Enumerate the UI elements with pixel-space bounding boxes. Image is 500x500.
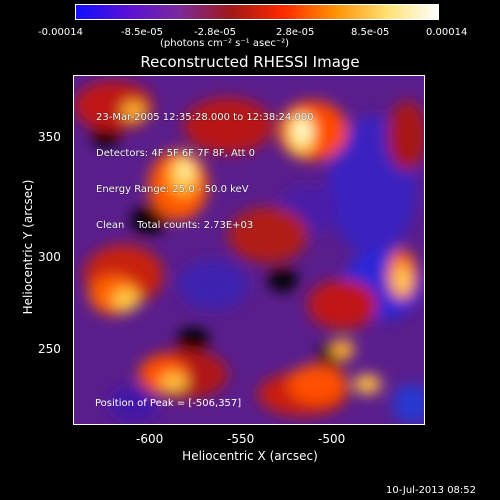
y-tick-label: 350 bbox=[38, 130, 61, 144]
time-range-text: 23-Mar-2005 12:35:28.000 to 12:38:24.000 bbox=[96, 112, 314, 123]
image-title: Reconstructed RHESSI Image bbox=[140, 53, 360, 71]
footer-timestamp: 10-Jul-2013 08:52 bbox=[386, 485, 477, 496]
plot-frame bbox=[73, 75, 425, 425]
x-tick-label: -500 bbox=[318, 432, 346, 446]
colorbar-tick-label: -0.00014 bbox=[38, 27, 83, 38]
x-tick-label: -600 bbox=[136, 432, 164, 446]
y-tick-label: 250 bbox=[38, 342, 61, 356]
reconstructed-image bbox=[74, 76, 424, 424]
x-axis-label: Heliocentric X (arcsec) bbox=[182, 449, 318, 463]
method-counts-text: Clean Total counts: 2.73E+03 bbox=[96, 220, 254, 231]
colorbar bbox=[75, 4, 439, 20]
colorbar-tick-label: -8.5e-05 bbox=[121, 27, 163, 38]
colorbar-tick-label: 2.8e-05 bbox=[276, 27, 315, 38]
colorbar-tick-label: -2.8e-05 bbox=[194, 27, 236, 38]
y-axis-label: Heliocentric Y (arcsec) bbox=[21, 179, 35, 315]
colorbar-tick-label: 0.00014 bbox=[426, 27, 468, 38]
y-tick-label: 300 bbox=[38, 250, 61, 264]
colorbar-units-label: (photons cm⁻² s⁻¹ asec⁻²) bbox=[160, 38, 290, 49]
info-block: 23-Mar-2005 12:35:28.000 to 12:38:24.000… bbox=[96, 88, 314, 244]
peak-position-text: Position of Peak = [-506,357] bbox=[95, 398, 242, 409]
energy-range-text: Energy Range: 25.0 - 50.0 keV bbox=[96, 184, 249, 195]
colorbar-tick-label: 8.5e-05 bbox=[351, 27, 390, 38]
x-tick-label: -550 bbox=[227, 432, 255, 446]
detectors-text: Detectors: 4F 5F 6F 7F 8F, Att 0 bbox=[96, 148, 256, 159]
image-blobs bbox=[74, 80, 424, 424]
